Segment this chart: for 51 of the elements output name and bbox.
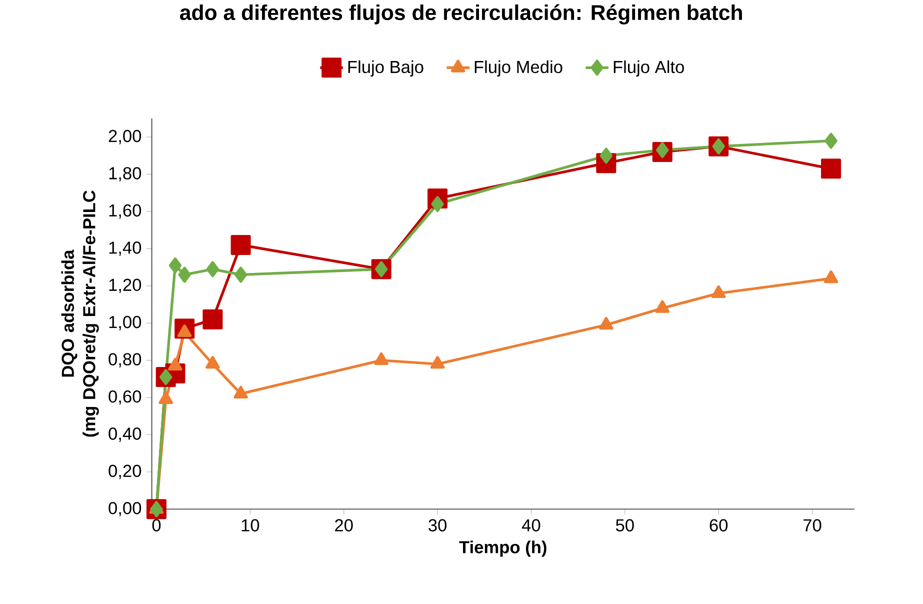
- y-tick-label: 2,00: [108, 130, 142, 144]
- point: [655, 300, 670, 313]
- y-tick-label: 0,60: [108, 390, 142, 405]
- x-tick-label: 40: [522, 519, 540, 532]
- legend-label: Flujo Bajo: [348, 60, 424, 77]
- point: [202, 309, 223, 330]
- point: [150, 501, 163, 518]
- x-tick-label: 10: [242, 519, 260, 532]
- point: [824, 270, 838, 284]
- y-tick-label: 0,80: [108, 353, 142, 368]
- point: [230, 234, 251, 255]
- x-axis-title: Tiempo (h): [459, 540, 546, 557]
- point: [234, 386, 248, 398]
- point: [234, 266, 248, 283]
- point: [374, 261, 388, 278]
- point: [712, 138, 725, 154]
- y-tick-label: 0,20: [108, 464, 142, 480]
- point: [206, 261, 220, 278]
- point: [711, 285, 726, 298]
- chart-title: ado a diferentes flujos de recirculación: Régimen batch: [180, 4, 742, 24]
- point: [206, 356, 220, 369]
- point: [168, 257, 182, 274]
- y-tick-label: 1,60: [109, 204, 142, 219]
- y-tick-label: 1,00: [109, 316, 142, 330]
- point: [824, 132, 838, 149]
- y-tick-label: 0,00: [108, 502, 142, 516]
- y-tick-label: 1,40: [109, 242, 142, 256]
- y-axis-title: DQO adsorbida (mg DQOret/g Extr-Al/Fe-PILC: [61, 190, 99, 437]
- point: [178, 266, 191, 283]
- point: [430, 356, 445, 369]
- point: [821, 158, 842, 179]
- y-tick-label: 1,20: [109, 278, 142, 294]
- x-tick-label: 0: [152, 519, 161, 532]
- point: [656, 142, 669, 158]
- point: [374, 352, 388, 365]
- x-tick-label: 60: [710, 519, 728, 532]
- point: [431, 196, 444, 212]
- point: [177, 324, 192, 338]
- legend-label: Flujo Alto: [614, 60, 684, 77]
- point: [159, 369, 172, 386]
- point: [600, 148, 612, 164]
- x-tick-label: 50: [616, 519, 634, 532]
- x-tick-label: 70: [804, 519, 822, 532]
- x-tick-label: 20: [335, 519, 353, 532]
- point: [158, 391, 173, 404]
- y-tick-label: 1,80: [109, 167, 142, 182]
- legend-label: Flujo Medio: [474, 60, 562, 77]
- x-tick-label: 30: [428, 519, 446, 532]
- y-tick-label: 0,40: [108, 428, 142, 442]
- point: [168, 358, 182, 371]
- point: [599, 316, 614, 330]
